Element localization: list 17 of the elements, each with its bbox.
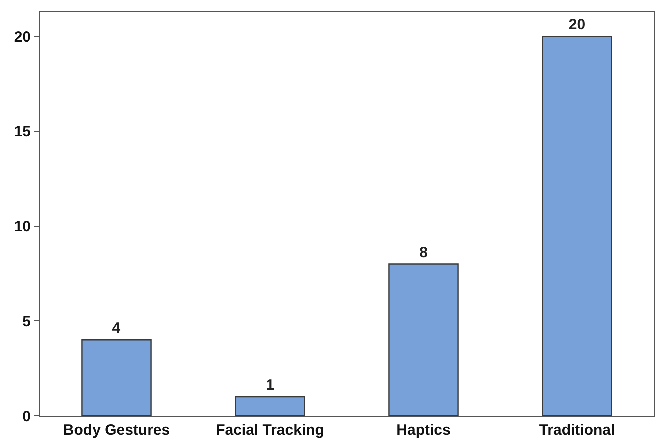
bar — [542, 36, 612, 416]
x-tick-label: Facial Tracking — [216, 422, 324, 439]
data-label: 1 — [266, 377, 274, 394]
y-tick-label: 15 — [14, 124, 31, 141]
data-label: 8 — [420, 244, 428, 262]
bar — [388, 264, 459, 416]
bar — [82, 340, 152, 416]
data-label: 20 — [568, 16, 586, 34]
x-tick-label: Body Gestures — [63, 422, 170, 439]
y-tick-label: 10 — [14, 218, 31, 236]
x-tick-label: Haptics — [396, 422, 451, 439]
y-tick-label: 0 — [22, 408, 31, 426]
bar — [235, 396, 306, 416]
data-label: 4 — [112, 320, 122, 338]
y-tick-label: 20 — [14, 28, 31, 46]
x-tick-label: Traditional — [539, 422, 616, 439]
y-tick-label: 5 — [22, 313, 31, 330]
